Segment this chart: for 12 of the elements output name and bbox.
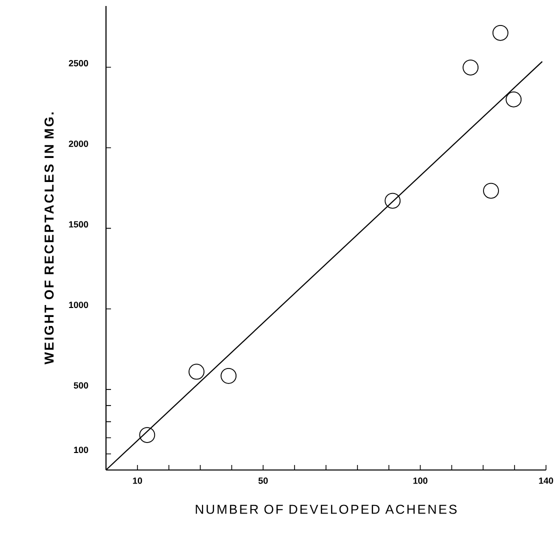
x-tick-label: 50 bbox=[258, 478, 268, 484]
y-tick-label: 100 bbox=[74, 446, 88, 454]
y-tick-label: 500 bbox=[74, 382, 88, 389]
x-tick-label: 140 bbox=[539, 478, 554, 484]
y-axis-title: WEIGHT OF RECEPTACLES IN MG. bbox=[44, 112, 54, 364]
y-tick-label: 2000 bbox=[68, 140, 88, 147]
x-axis-title: NUMBER OF DEVELOPED ACHENES bbox=[196, 504, 457, 514]
y-tick-label: 1500 bbox=[69, 221, 88, 228]
x-tick-label: 10 bbox=[133, 478, 142, 484]
y-tick-label: 1000 bbox=[69, 302, 88, 308]
y-tick-label: 2500 bbox=[68, 60, 88, 66]
x-tick-label: 100 bbox=[413, 478, 428, 484]
